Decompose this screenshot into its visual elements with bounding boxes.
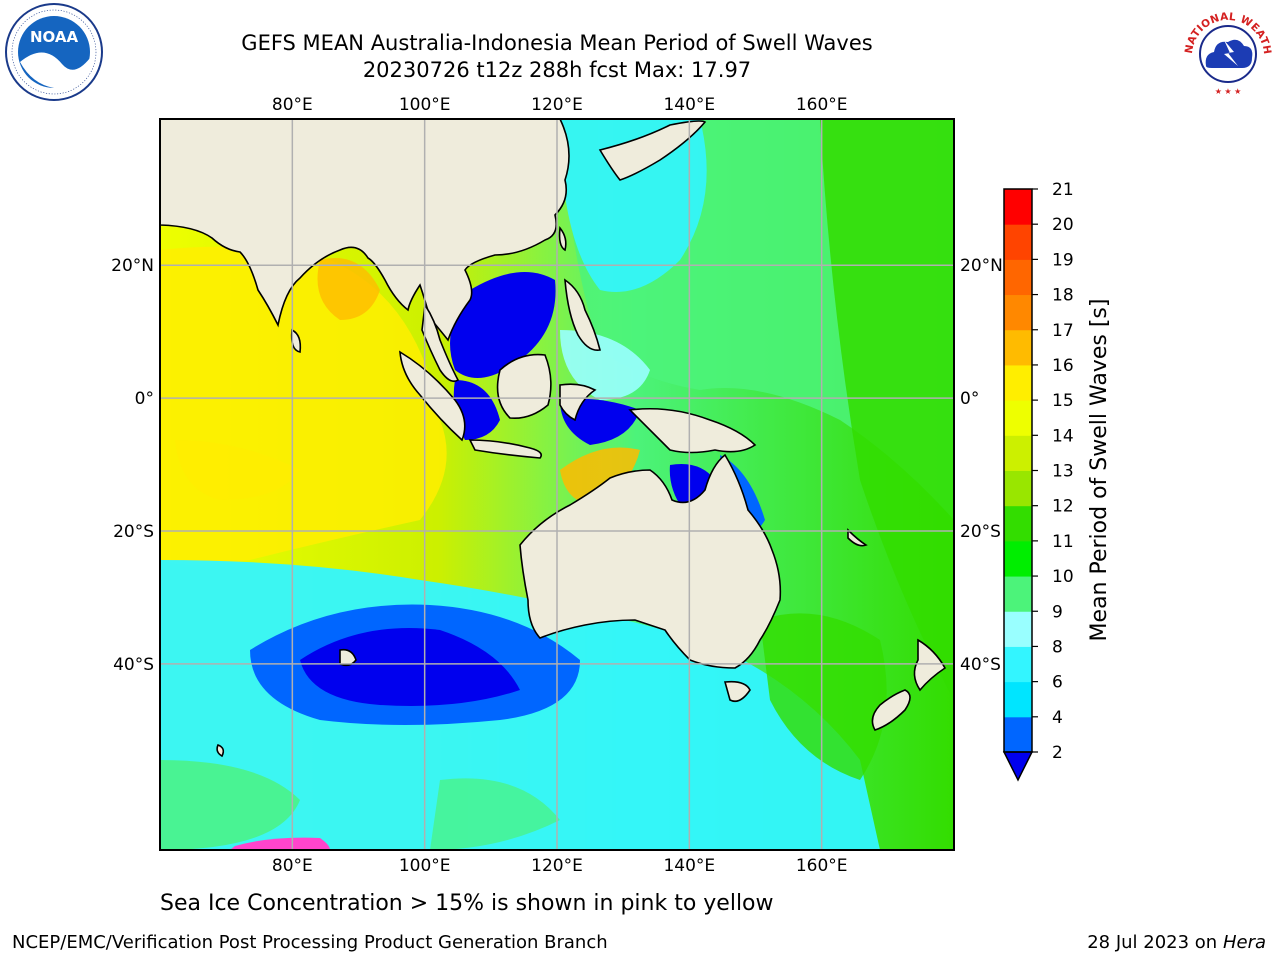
chart-subtitle: 20230726 t12z 288h fcst Max: 17.97 bbox=[362, 58, 752, 82]
new-caledonia bbox=[847, 528, 868, 547]
colorbar-tick-label: 18 bbox=[1052, 286, 1074, 306]
asia-landmass bbox=[160, 119, 570, 342]
sumatra bbox=[399, 350, 466, 442]
philippines bbox=[564, 278, 601, 352]
lat-tick-label-right: 0° bbox=[960, 389, 979, 409]
noaa-logo-icon: NOAA bbox=[5, 3, 103, 101]
australia bbox=[519, 453, 782, 669]
colorbar-swatch bbox=[1004, 470, 1032, 507]
colorbar-tick-label: 11 bbox=[1052, 532, 1074, 552]
lon-tick-label-top: 160°E bbox=[796, 95, 848, 115]
colorbar-tick-label: 13 bbox=[1052, 462, 1074, 482]
kerguelen bbox=[339, 648, 357, 667]
lon-tick-label-bottom: 100°E bbox=[399, 856, 451, 876]
lon-tick-label-bottom: 120°E bbox=[531, 856, 583, 876]
lat-tick-label-left: 20°N bbox=[111, 256, 154, 276]
colorbar-swatch bbox=[1004, 329, 1032, 366]
footer-credit: NCEP/EMC/Verification Post Processing Pr… bbox=[12, 932, 608, 953]
colorbar-label: Mean Period of Swell Waves [s] bbox=[1087, 299, 1112, 642]
map-frame bbox=[159, 118, 955, 851]
sulawesi bbox=[559, 383, 597, 422]
new-zealand-north bbox=[913, 638, 947, 692]
colorbar-swatch bbox=[1004, 540, 1032, 577]
lon-tick-label-top: 140°E bbox=[663, 95, 715, 115]
noaa-logo-text: NOAA bbox=[30, 28, 79, 46]
lat-tick-label-left: 40°S bbox=[113, 655, 154, 675]
heard-island bbox=[216, 743, 225, 758]
lat-tick-label-right: 20°N bbox=[960, 256, 1003, 276]
new-guinea bbox=[628, 407, 757, 454]
colorbar-swatch bbox=[1004, 576, 1032, 612]
footer-date-text: 28 Jul 2023 on bbox=[1087, 932, 1223, 953]
colorbar-tick-label: 16 bbox=[1052, 356, 1074, 376]
map-panel bbox=[160, 119, 954, 850]
sea-ice-caption: Sea Ice Concentration > 15% is shown in … bbox=[160, 891, 774, 916]
lat-tick-label-right: 40°S bbox=[960, 655, 1001, 675]
map-tick-labels: 80°E 80°E 100°E 100°E 120°E 120°E 140°E 140°E 16… bbox=[111, 95, 1003, 876]
chart-title: GEFS MEAN Australia-Indonesia Mean Perio… bbox=[241, 31, 873, 55]
taiwan bbox=[558, 225, 567, 252]
nws-logo-icon: NATIONAL WEATHER SERVICE ★ ★ ★ bbox=[1178, 0, 1274, 98]
lon-tick-label-bottom: 140°E bbox=[663, 856, 715, 876]
colorbar-swatch bbox=[1004, 646, 1032, 683]
land-masses bbox=[160, 119, 947, 758]
colorbar-swatch bbox=[1004, 364, 1032, 401]
map-grid bbox=[160, 119, 954, 850]
colorbar-tick-label: 9 bbox=[1052, 602, 1063, 622]
footer-host: Hera bbox=[1222, 932, 1266, 953]
lat-tick-label-right: 20°S bbox=[960, 522, 1001, 542]
colorbar-tick-label: 20 bbox=[1052, 215, 1074, 235]
colorbar-swatch bbox=[1004, 716, 1032, 753]
lon-tick-label-top: 80°E bbox=[272, 95, 313, 115]
new-zealand-south bbox=[871, 689, 911, 731]
colorbar-swatch bbox=[1004, 505, 1032, 542]
colorbar-swatch bbox=[1004, 400, 1032, 436]
colorbar-tick-label: 15 bbox=[1052, 391, 1074, 411]
tasmania bbox=[723, 680, 751, 703]
colorbar-swatch bbox=[1004, 435, 1032, 471]
colorbar-swatch bbox=[1004, 611, 1032, 647]
colorbar-tick-label: 19 bbox=[1052, 250, 1074, 270]
lon-tick-label-bottom: 160°E bbox=[796, 856, 848, 876]
malay-peninsula bbox=[421, 302, 460, 383]
colorbar: 2 4 6 8 9 10 11 12 13 14 15 16 17 18 19 20 21 bbox=[1002, 180, 1074, 782]
colorbar-swatch bbox=[1004, 259, 1032, 296]
colorbar-tick-label: 12 bbox=[1052, 497, 1074, 517]
lon-tick-label-top: 120°E bbox=[531, 95, 583, 115]
colorbar-tick-label: 6 bbox=[1052, 673, 1063, 693]
colorbar-tick-label: 8 bbox=[1052, 637, 1063, 657]
svg-text:★ ★ ★: ★ ★ ★ bbox=[1215, 87, 1242, 96]
borneo bbox=[496, 353, 552, 420]
lat-tick-label-left: 0° bbox=[135, 389, 154, 409]
lat-tick-label-left: 20°S bbox=[113, 522, 154, 542]
colorbar-tick-label: 17 bbox=[1052, 321, 1074, 341]
colorbar-tick-label: 14 bbox=[1052, 426, 1074, 446]
colorbar-swatch bbox=[1004, 681, 1032, 718]
lon-tick-label-bottom: 80°E bbox=[272, 856, 313, 876]
java bbox=[468, 439, 543, 459]
colorbar-tick-label: 4 bbox=[1052, 708, 1063, 728]
colorbar-under-arrow bbox=[1002, 751, 1034, 782]
sea-ice-patch bbox=[230, 837, 330, 850]
south-china-sea-swell bbox=[450, 272, 556, 378]
colorbar-tick-label: 21 bbox=[1052, 180, 1074, 200]
lon-tick-label-top: 100°E bbox=[399, 95, 451, 115]
colorbar-tick-label: 2 bbox=[1052, 743, 1063, 763]
colorbar-tick-label: 10 bbox=[1052, 567, 1074, 587]
colorbar-swatch bbox=[1004, 294, 1032, 331]
colorbar-swatch bbox=[1004, 224, 1032, 260]
colorbar-swatch bbox=[1004, 189, 1032, 225]
footer-date: 28 Jul 2023 on Hera bbox=[1087, 932, 1266, 953]
